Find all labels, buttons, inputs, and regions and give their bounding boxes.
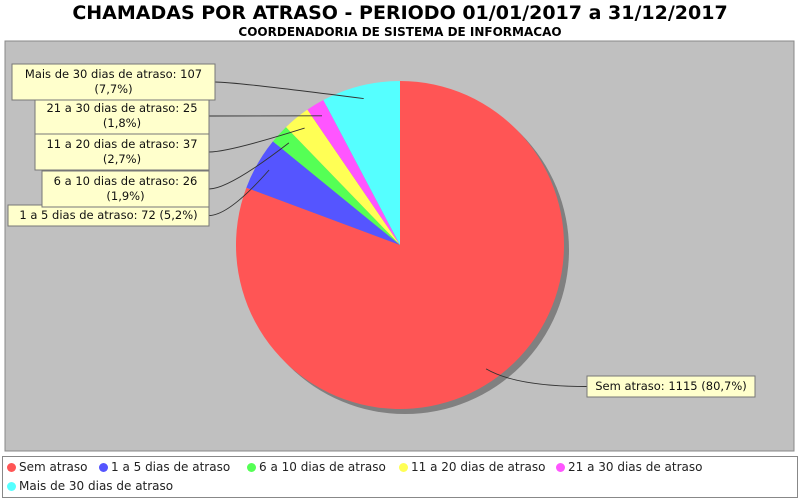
leader-line-1-a-5-dias-de-atraso (208, 169, 270, 216)
slice-label-11-a-20-dias-de-atraso-line-1: 11 a 20 dias de atraso: 37 (46, 137, 197, 151)
legend-item-21-a-30-dias-de-atraso[interactable]: 21 a 30 dias de atraso (556, 460, 702, 474)
legend-swatch-1-a-5-dias-de-atraso (99, 462, 108, 472)
legend-swatch-mais-de-30-dias-de-atraso (7, 481, 16, 491)
chart-title: CHAMADAS POR ATRASO - PERIODO 01/01/2017… (72, 2, 728, 24)
slice-label-21-a-30-dias-de-atraso-line-2: (1,8%) (103, 116, 141, 130)
chart-subtitle: COORDENADORIA DE SISTEMA DE INFORMACAO (238, 25, 562, 39)
pie-slice-6-a-10-dias-de-atraso[interactable] (272, 127, 400, 245)
legend-label-1-a-5-dias-de-atraso: 1 a 5 dias de atraso (111, 460, 231, 474)
leader-line-6-a-10-dias-de-atraso (208, 142, 290, 190)
slice-label-11-a-20-dias-de-atraso-line-2: (2,7%) (103, 152, 141, 166)
legend-swatch-6-a-10-dias-de-atraso (247, 462, 256, 472)
pie-slice-1-a-5-dias-de-atraso[interactable] (246, 141, 400, 245)
pie-slice-sem-atraso[interactable] (235, 81, 564, 409)
slice-label-box-mais-de-30-dias-de-atraso (11, 63, 216, 101)
legend-label-21-a-30-dias-de-atraso: 21 a 30 dias de atraso (568, 460, 703, 474)
legend-label-mais-de-30-dias-de-atraso: Mais de 30 dias de atraso (19, 479, 174, 493)
slice-label-box-sem-atraso (586, 375, 756, 398)
legend-label-sem-atraso: Sem atraso (19, 460, 88, 474)
legend-label-11-a-20-dias-de-atraso: 11 a 20 dias de atraso (411, 460, 546, 474)
pie-slice-11-a-20-dias-de-atraso[interactable] (286, 109, 400, 245)
slice-label-sem-atraso-line-1: Sem atraso: 1115 (80,7%) (595, 379, 747, 393)
slice-label-1-a-5-dias-de-atraso-line-1: 1 a 5 dias de atraso: 72 (5,2%) (19, 208, 197, 222)
legend-item-1-a-5-dias-de-atraso[interactable]: 1 a 5 dias de atraso (99, 460, 230, 474)
slice-label-box-11-a-20-dias-de-atraso (34, 133, 210, 171)
legend-item-mais-de-30-dias-de-atraso[interactable]: Mais de 30 dias de atraso (7, 479, 173, 493)
slice-label-box-6-a-10-dias-de-atraso (41, 170, 210, 208)
slice-label-6-a-10-dias-de-atraso-line-1: 6 a 10 dias de atraso: 26 (54, 174, 198, 188)
legend-item-sem-atraso[interactable]: Sem atraso (7, 460, 87, 474)
leader-line-mais-de-30-dias-de-atraso (214, 81, 364, 100)
legend-item-11-a-20-dias-de-atraso[interactable]: 11 a 20 dias de atraso (399, 460, 545, 474)
leader-line-sem-atraso (485, 368, 588, 387)
legend: Sem atraso 1 a 5 dias de atraso 6 a 10 dia… (2, 456, 798, 498)
legend-label-6-a-10-dias-de-atraso: 6 a 10 dias de atraso (259, 460, 386, 474)
legend-swatch-11-a-20-dias-de-atraso (399, 462, 408, 472)
legend-item-6-a-10-dias-de-atraso[interactable]: 6 a 10 dias de atraso (247, 460, 386, 474)
slice-label-box-21-a-30-dias-de-atraso (34, 97, 210, 135)
pie-slice-21-a-30-dias-de-atraso[interactable] (307, 100, 400, 245)
slice-label-mais-de-30-dias-de-atraso-line-2: (7,7%) (94, 82, 132, 96)
legend-swatch-21-a-30-dias-de-atraso (556, 462, 565, 472)
leader-line-11-a-20-dias-de-atraso (208, 127, 305, 153)
legend-swatch-sem-atraso (7, 462, 16, 472)
slice-label-21-a-30-dias-de-atraso-line-1: 21 a 30 dias de atraso: 25 (46, 101, 197, 115)
slice-label-mais-de-30-dias-de-atraso-line-1: Mais de 30 dias de atraso: 107 (25, 67, 202, 81)
pie-slice-mais-de-30-dias-de-atraso[interactable] (323, 81, 400, 245)
slice-label-6-a-10-dias-de-atraso-line-2: (1,9%) (106, 189, 144, 203)
